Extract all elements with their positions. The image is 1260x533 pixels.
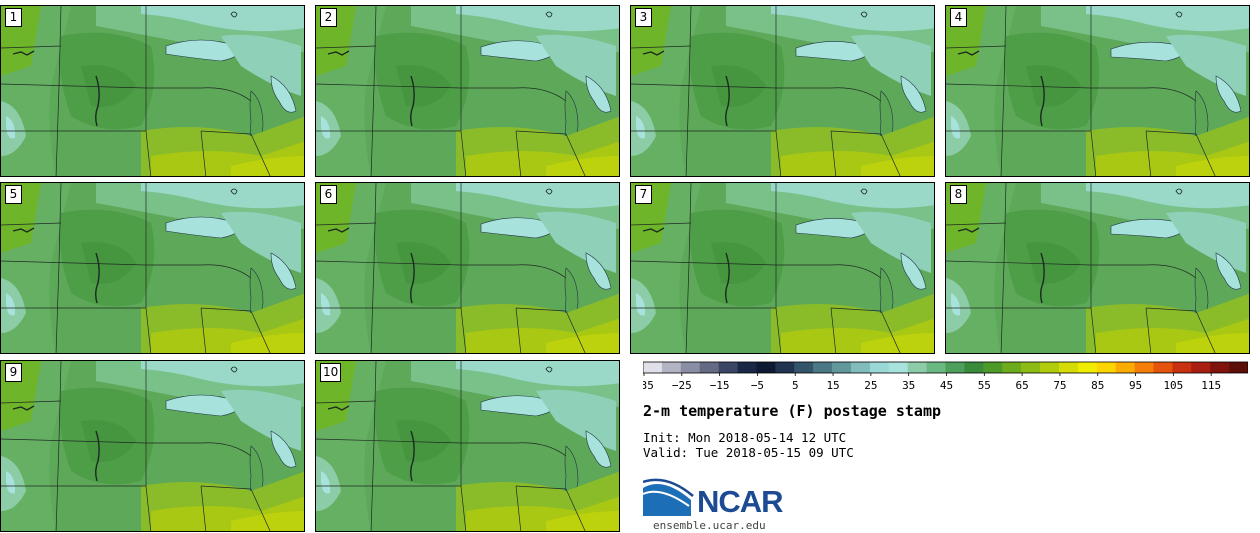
member-number: 8 — [950, 185, 967, 204]
colorbar-swatch — [850, 362, 871, 373]
colorbar-swatch — [983, 362, 1003, 373]
temperature-map — [316, 183, 619, 353]
colorbar-swatch — [1002, 362, 1022, 373]
member-number: 9 — [5, 363, 22, 382]
colorbar-swatch — [775, 362, 795, 373]
colorbar-tick-label: 75 — [1053, 379, 1066, 391]
colorbar-swatch — [1021, 362, 1041, 373]
member-number: 3 — [635, 8, 652, 27]
member-panel[interactable]: 10 — [315, 360, 620, 532]
member-panel[interactable]: 5 — [0, 182, 305, 354]
temperature-map — [1, 6, 304, 176]
member-number: 4 — [950, 8, 967, 27]
colorbar-swatch — [1115, 362, 1135, 373]
temperature-map — [631, 6, 934, 176]
colorbar-swatch — [813, 362, 833, 373]
colorbar-swatch — [1058, 362, 1079, 373]
colorbar-swatch — [888, 362, 908, 373]
colorbar-swatch — [680, 362, 701, 373]
member-panel[interactable]: 3 — [630, 5, 935, 177]
colorbar-swatch — [1210, 362, 1230, 373]
colorbar-swatch — [1153, 362, 1173, 373]
colorbar-tick-label: 105 — [1163, 379, 1183, 391]
temperature-map — [316, 6, 619, 176]
colorbar-swatch — [945, 362, 965, 373]
colorbar-swatch — [1040, 362, 1060, 373]
valid-time: Valid: Tue 2018-05-15 09 UTC — [643, 445, 854, 460]
colorbar-tick-label: 15 — [826, 379, 839, 391]
temperature-colorbar: −35 −25 −15 −5 5 15 25 35 45 55 65 75 85 95 105 115 — [643, 361, 1248, 391]
member-panel[interactable]: 4 — [945, 5, 1250, 177]
colorbar-tick-label: 25 — [864, 379, 877, 391]
colorbar-swatch — [737, 362, 757, 373]
temperature-map — [1, 361, 304, 531]
colorbar-swatch — [869, 362, 890, 373]
temperature-map — [316, 361, 619, 531]
member-panel[interactable]: 8 — [945, 182, 1250, 354]
member-number: 1 — [5, 8, 22, 27]
colorbar-swatch — [756, 362, 776, 373]
colorbar-tick-label: 55 — [978, 379, 991, 391]
member-number: 2 — [320, 8, 337, 27]
colorbar-swatch — [1172, 362, 1192, 373]
colorbar-tick-label: −25 — [672, 379, 692, 391]
colorbar-tick-label: 95 — [1129, 379, 1142, 391]
member-number: 5 — [5, 185, 22, 204]
colorbar-tick-label: −5 — [751, 379, 764, 391]
member-panel[interactable]: 9 — [0, 360, 305, 532]
member-number: 6 — [320, 185, 337, 204]
colorbar-tick-label: 45 — [940, 379, 953, 391]
colorbar-swatch — [964, 362, 984, 373]
colorbar-swatch — [1191, 362, 1211, 373]
chart-title: 2-m temperature (F) postage stamp — [643, 402, 942, 420]
colorbar-tick-label: −35 — [643, 379, 654, 391]
temperature-map — [946, 183, 1249, 353]
colorbar-tick-label: −15 — [710, 379, 730, 391]
member-panel[interactable]: 1 — [0, 5, 305, 177]
colorbar-tick-label: 65 — [1016, 379, 1029, 391]
source-url: ensemble.ucar.edu — [653, 519, 766, 532]
colorbar-swatch — [661, 362, 682, 373]
colorbar-tick-label: 85 — [1091, 379, 1104, 391]
member-panel[interactable]: 6 — [315, 182, 620, 354]
colorbar-tick-label: 5 — [792, 379, 799, 391]
colorbar-swatch — [699, 362, 719, 373]
temperature-map — [631, 183, 934, 353]
colorbar-swatch — [1077, 362, 1098, 373]
member-panel[interactable]: 7 — [630, 182, 935, 354]
member-number: 7 — [635, 185, 652, 204]
colorbar-swatch — [1134, 362, 1154, 373]
colorbar-swatch — [1096, 362, 1116, 373]
colorbar-swatch — [794, 362, 814, 373]
colorbar-swatch — [643, 362, 663, 373]
colorbar-swatch — [1229, 362, 1248, 373]
colorbar-tick-label: 115 — [1201, 379, 1221, 391]
colorbar-swatch — [926, 362, 946, 373]
init-time: Init: Mon 2018-05-14 12 UTC — [643, 430, 847, 445]
colorbar-swatch — [907, 362, 927, 373]
member-panel[interactable]: 2 — [315, 5, 620, 177]
temperature-map — [1, 183, 304, 353]
member-number: 10 — [320, 363, 342, 382]
colorbar-swatch — [718, 362, 738, 373]
colorbar-tick-label: 35 — [902, 379, 915, 391]
ncar-logo-icon — [643, 478, 694, 516]
temperature-map — [946, 6, 1249, 176]
colorbar-swatch — [832, 362, 852, 373]
ncar-wordmark: NCAR — [697, 484, 784, 519]
